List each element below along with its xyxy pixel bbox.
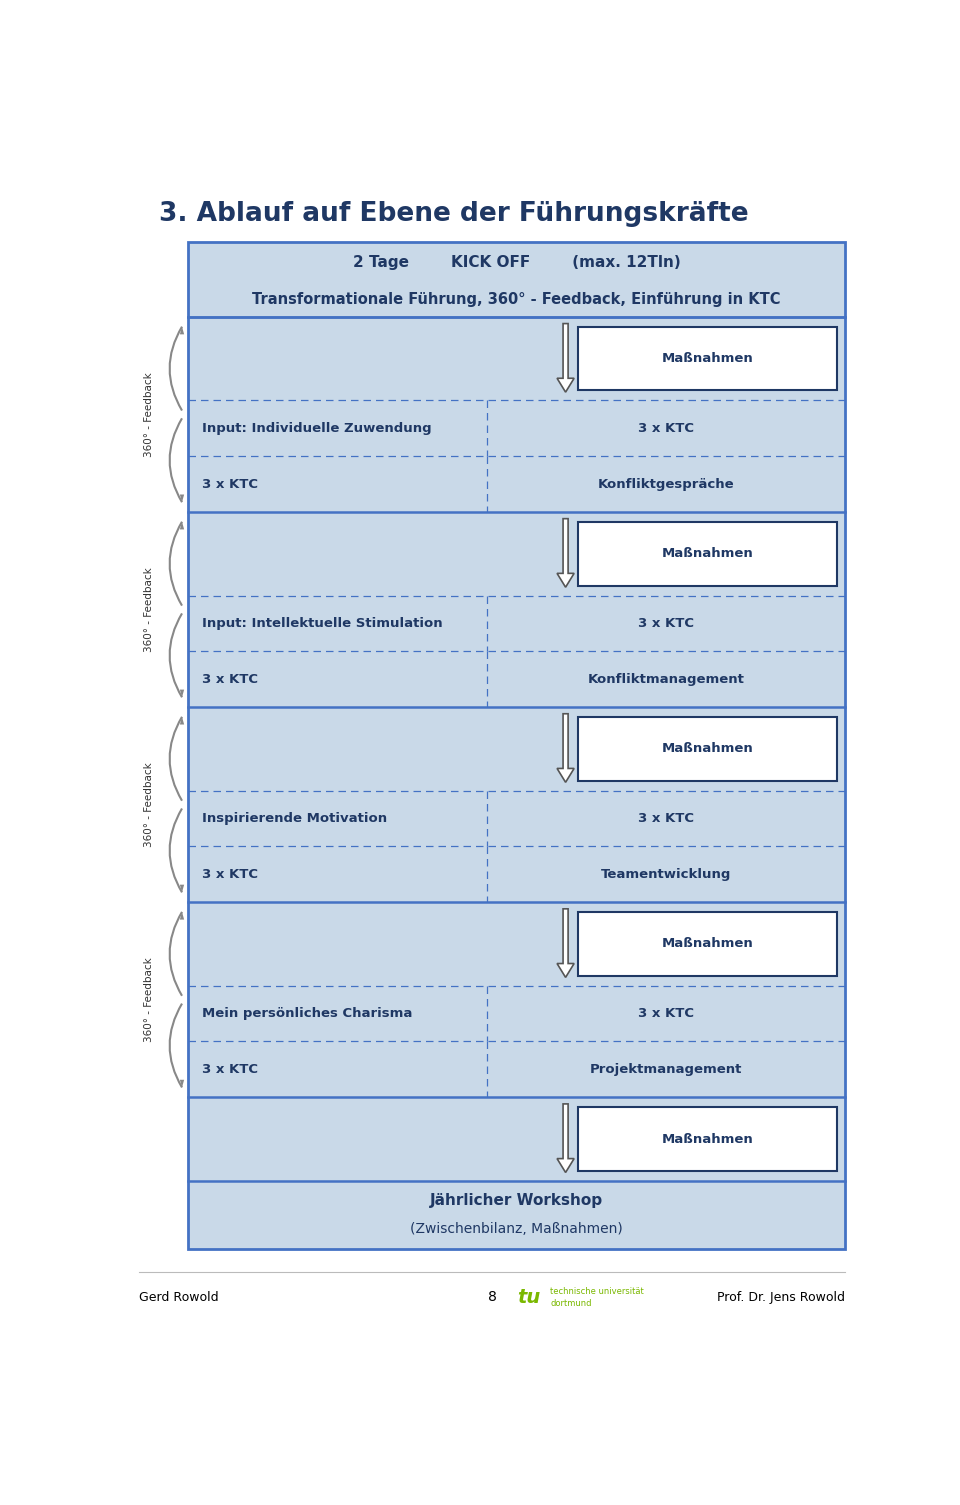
- Text: dortmund: dortmund: [550, 1299, 591, 1308]
- Text: Inspirierende Motivation: Inspirierende Motivation: [203, 813, 387, 825]
- Text: 3. Ablauf auf Ebene der Führungskräfte: 3. Ablauf auf Ebene der Führungskräfte: [158, 202, 749, 227]
- FancyArrow shape: [557, 519, 574, 587]
- Bar: [578, 716, 837, 781]
- Text: 360° - Feedback: 360° - Feedback: [144, 957, 155, 1041]
- Text: 3 x KTC: 3 x KTC: [203, 1063, 258, 1076]
- FancyArrow shape: [180, 716, 184, 724]
- Text: 8: 8: [488, 1290, 496, 1305]
- Text: Mein persönliches Charisma: Mein persönliches Charisma: [203, 1007, 413, 1020]
- Text: Maßnahmen: Maßnahmen: [661, 938, 754, 951]
- Text: 360° - Feedback: 360° - Feedback: [144, 372, 155, 458]
- FancyArrow shape: [180, 1079, 184, 1088]
- Text: technische universität: technische universität: [550, 1287, 644, 1296]
- FancyArrow shape: [557, 324, 574, 393]
- Text: Teamentwicklung: Teamentwicklung: [601, 868, 731, 880]
- FancyArrow shape: [180, 495, 184, 503]
- Text: Input: Individuelle Zuwendung: Input: Individuelle Zuwendung: [203, 421, 432, 435]
- Text: Transformationale Führung, 360° - Feedback, Einführung in KTC: Transformationale Führung, 360° - Feedba…: [252, 292, 780, 307]
- Text: Projektmanagement: Projektmanagement: [589, 1063, 742, 1076]
- FancyArrow shape: [557, 713, 574, 783]
- FancyArrow shape: [180, 885, 184, 892]
- Text: Maßnahmen: Maßnahmen: [661, 352, 754, 366]
- FancyArrow shape: [180, 522, 184, 530]
- FancyArrow shape: [557, 1103, 574, 1172]
- FancyArrow shape: [180, 912, 184, 920]
- Text: Gerd Rowold: Gerd Rowold: [139, 1291, 219, 1303]
- FancyArrow shape: [557, 909, 574, 977]
- Text: 360° - Feedback: 360° - Feedback: [144, 567, 155, 652]
- Text: tu: tu: [516, 1288, 540, 1306]
- Text: 3 x KTC: 3 x KTC: [637, 813, 694, 825]
- Text: 3 x KTC: 3 x KTC: [203, 477, 258, 491]
- Text: 360° - Feedback: 360° - Feedback: [144, 762, 155, 847]
- Bar: [188, 242, 845, 1249]
- Text: Maßnahmen: Maßnahmen: [661, 1133, 754, 1145]
- Bar: [578, 327, 837, 390]
- Text: Maßnahmen: Maßnahmen: [661, 548, 754, 560]
- Text: 3 x KTC: 3 x KTC: [203, 868, 258, 880]
- Text: (Zwischenbilanz, Maßnahmen): (Zwischenbilanz, Maßnahmen): [410, 1222, 623, 1236]
- FancyArrow shape: [180, 689, 184, 697]
- Text: 3 x KTC: 3 x KTC: [637, 421, 694, 435]
- Text: 3 x KTC: 3 x KTC: [637, 617, 694, 631]
- Text: Jährlicher Workshop: Jährlicher Workshop: [430, 1193, 603, 1209]
- Text: 2 Tage        KICK OFF        (max. 12Tln): 2 Tage KICK OFF (max. 12Tln): [352, 254, 681, 269]
- Text: 3 x KTC: 3 x KTC: [203, 673, 258, 686]
- Bar: [578, 1108, 837, 1171]
- Text: Konfliktgespräche: Konfliktgespräche: [597, 477, 734, 491]
- Text: Input: Intellektuelle Stimulation: Input: Intellektuelle Stimulation: [203, 617, 443, 631]
- Text: 3 x KTC: 3 x KTC: [637, 1007, 694, 1020]
- Bar: [578, 522, 837, 585]
- Text: Konfliktmanagement: Konfliktmanagement: [588, 673, 744, 686]
- Text: Prof. Dr. Jens Rowold: Prof. Dr. Jens Rowold: [716, 1291, 845, 1303]
- FancyArrow shape: [180, 327, 184, 334]
- Text: Maßnahmen: Maßnahmen: [661, 742, 754, 756]
- Bar: [578, 912, 837, 975]
